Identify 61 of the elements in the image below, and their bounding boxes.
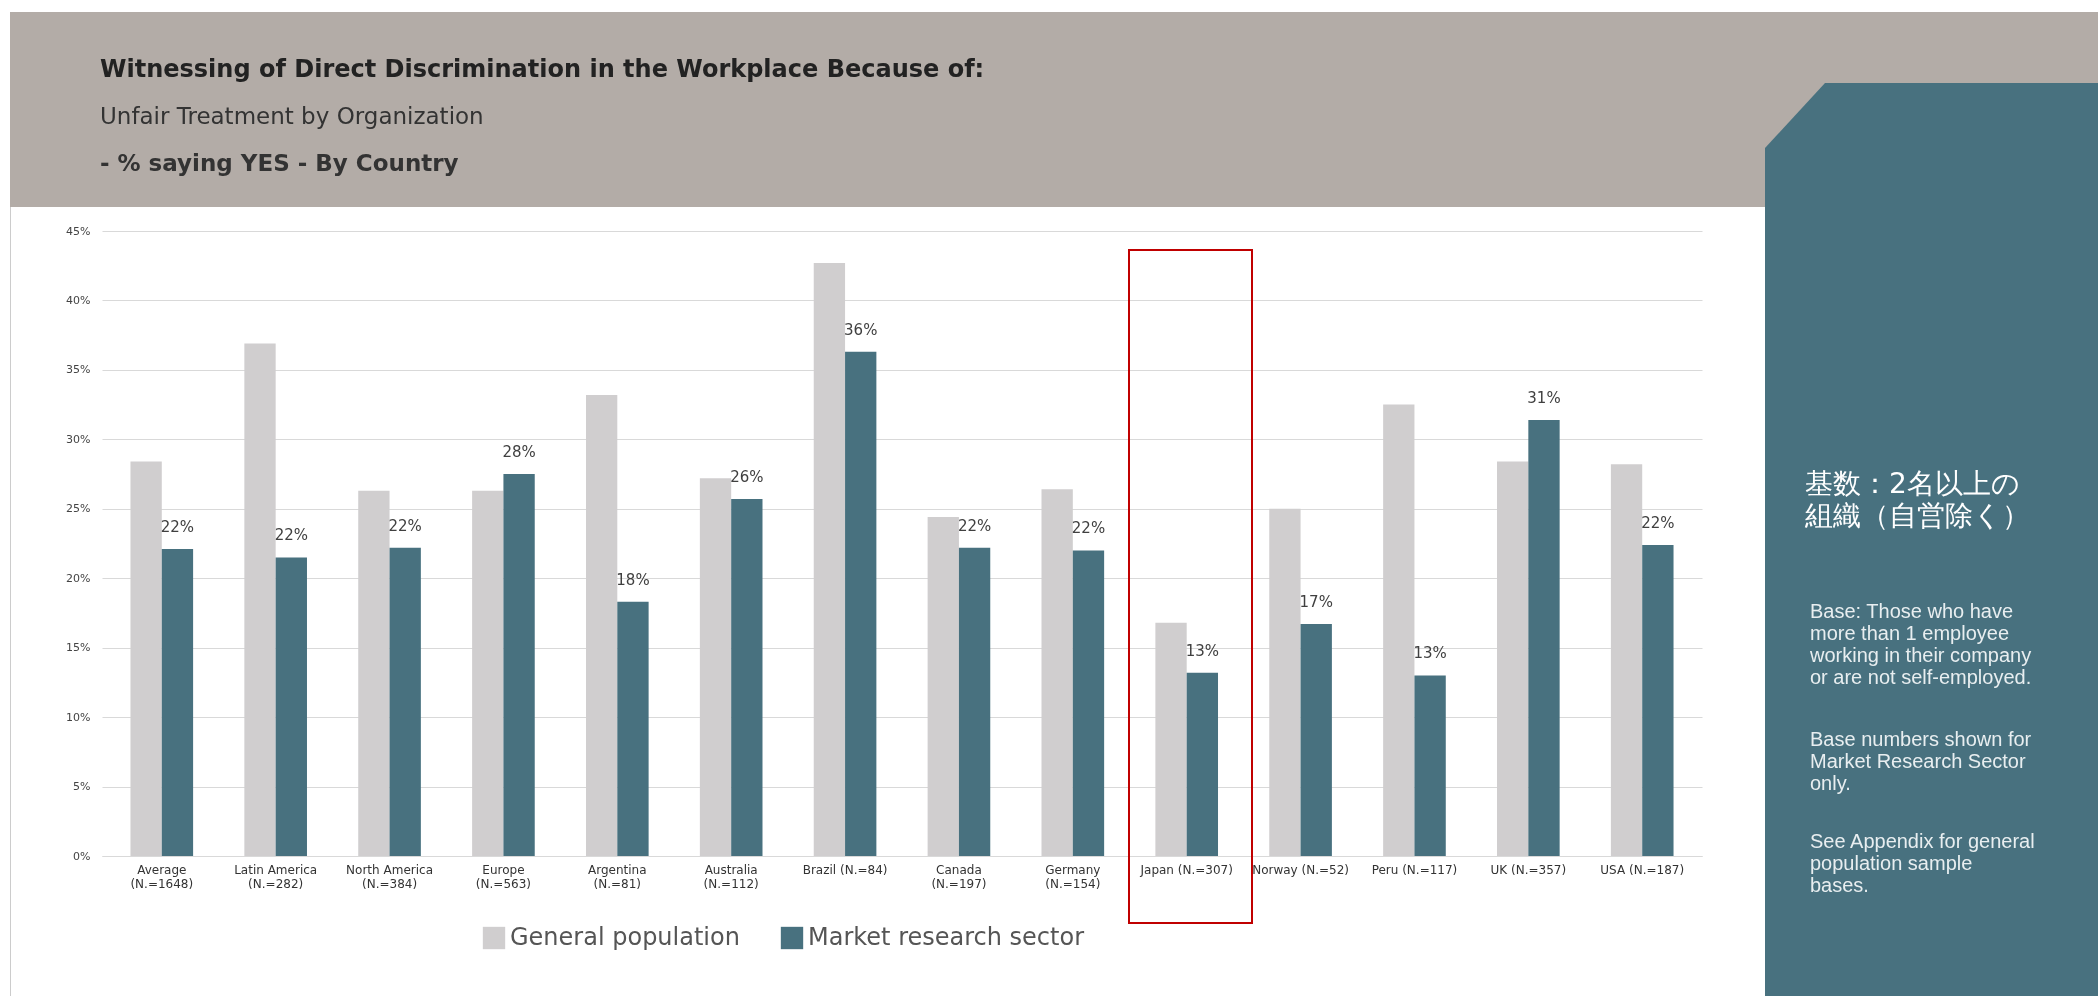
y-tick-label: 10% — [66, 710, 91, 724]
bar — [1414, 675, 1446, 856]
x-tick-label: USA (N.=187) — [1600, 862, 1685, 877]
data-label: 13% — [1185, 641, 1220, 660]
x-tick-label: Argentina (N.=81) — [588, 862, 647, 891]
y-tick-label: 5% — [73, 780, 91, 794]
x-tick-label: Latin America (N.=282) — [234, 862, 318, 891]
bar — [958, 547, 991, 856]
x-tick-label: North America (N.=384) — [346, 862, 433, 891]
bar — [1300, 624, 1332, 856]
bar — [275, 557, 307, 856]
y-tick-label: 45% — [66, 224, 91, 238]
legend-label: Market research sector — [808, 923, 1085, 951]
data-label: 22% — [388, 516, 422, 535]
data-label: 18% — [616, 570, 650, 589]
bar — [503, 474, 535, 856]
data-label: 26% — [730, 468, 764, 487]
x-tick-label: Japan (N.=307) — [1139, 862, 1233, 877]
data-label: 22% — [957, 516, 992, 535]
chart-title: Witnessing of Direct Discrimination in the Workplace Because of: — [100, 55, 985, 83]
x-tick-label: Peru (N.=117) — [1371, 862, 1458, 877]
x-tick-label: Germany (N.=154) — [1045, 862, 1101, 891]
bar — [617, 601, 649, 856]
text: Base: Those who have more than 1 employee working in their company or are not self-employed. — [1810, 600, 2033, 688]
chart-subtitle: Unfair Treatment by Organization — [100, 103, 484, 129]
text: 基数：2名以上の組織（自営除く） — [1805, 467, 2031, 533]
x-tick-label: Norway (N.=52) — [1252, 862, 1349, 877]
bar — [1072, 550, 1105, 856]
y-tick-label: 40% — [66, 293, 91, 307]
bar — [845, 351, 877, 856]
text: See Appendix for general population sample bases. — [1810, 830, 2035, 896]
data-label: 22% — [1641, 513, 1675, 532]
y-tick-label: 25% — [66, 502, 91, 516]
data-label: 13% — [1413, 644, 1447, 663]
bar — [1528, 419, 1560, 856]
legend-label: General population — [510, 923, 740, 951]
data-label: 22% — [1071, 519, 1106, 538]
x-tick-label: Canada (N.=197) — [931, 862, 987, 891]
bar — [161, 549, 194, 856]
data-label: 31% — [1527, 388, 1561, 407]
x-tick-label: Brazil (N.=84) — [802, 862, 888, 877]
text: Base numbers shown for Market Research Sector only. — [1810, 728, 2033, 794]
x-tick-label: Australia (N.=112) — [703, 862, 759, 891]
bar — [389, 547, 421, 856]
x-tick-label: UK (N.=357) — [1490, 862, 1567, 877]
data-label: 28% — [502, 443, 536, 462]
data-label: 22% — [274, 526, 308, 545]
bar — [731, 499, 763, 856]
x-tick-label: Europe (N.=563) — [475, 862, 531, 891]
y-tick-label: 30% — [66, 432, 91, 446]
text: - % saying YES - By Country — [100, 150, 459, 176]
y-tick-label: 15% — [66, 641, 91, 655]
data-label: 22% — [160, 518, 195, 537]
x-tick-label: Average (N.=1648) — [130, 862, 194, 891]
bar — [1186, 672, 1219, 856]
data-label: 36% — [844, 320, 878, 339]
y-tick-label: 0% — [73, 849, 91, 863]
y-tick-label: 35% — [66, 363, 91, 377]
bar — [1642, 544, 1674, 856]
data-label: 17% — [1299, 593, 1333, 612]
y-tick-label: 20% — [66, 571, 91, 585]
